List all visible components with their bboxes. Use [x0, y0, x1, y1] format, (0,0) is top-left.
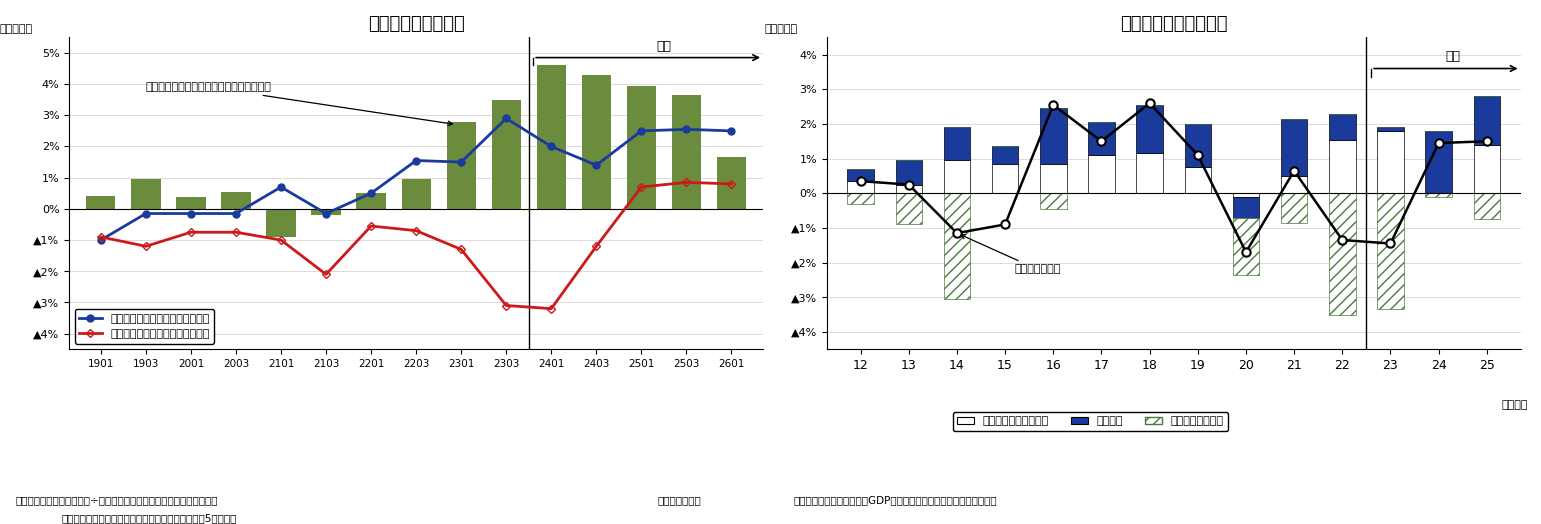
Bar [895, 160, 922, 184]
Bar [1328, 139, 1356, 193]
Bar [1185, 167, 1211, 193]
Bar [356, 193, 385, 209]
Bar [311, 209, 341, 215]
Bar [1088, 122, 1114, 155]
Bar [1378, 127, 1404, 131]
Bar [943, 193, 971, 299]
Bar [1328, 193, 1356, 314]
Bar [492, 100, 521, 209]
Bar [943, 160, 971, 193]
Text: （資料）厚生労働省「毎月勤動統計」（事業所規模5人以上）: （資料）厚生労働省「毎月勤動統計」（事業所規模5人以上） [62, 514, 237, 523]
Bar [1281, 193, 1307, 223]
Bar [176, 197, 205, 209]
Bar [992, 147, 1019, 164]
Bar [131, 179, 160, 209]
Bar [627, 85, 656, 209]
Bar [672, 95, 701, 209]
Text: 予測: 予測 [656, 40, 672, 53]
Bar [1185, 124, 1211, 167]
Text: 実質雇用者報酬: 実質雇用者報酬 [960, 235, 1062, 275]
Legend: 名目賃金上昇率（現金給与総額）, 実質賃金上昇率（現金給与総額）: 名目賃金上昇率（現金給与総額）, 実質賃金上昇率（現金給与総額） [76, 309, 214, 344]
Text: 消費者物価（持家の帰属家賃を除く総合）: 消費者物価（持家の帰属家賃を除く総合） [146, 82, 453, 126]
Bar [1136, 154, 1163, 193]
Bar [1136, 105, 1163, 154]
Bar [1233, 196, 1259, 217]
Bar [1378, 131, 1404, 193]
Text: （注）実質賃金＝名目賃金÷消費者物価（持家の帰属家賃を除く総合）: （注）実質賃金＝名目賃金÷消費者物価（持家の帰属家賃を除く総合） [15, 495, 217, 505]
Text: （前年比）: （前年比） [0, 24, 32, 34]
Bar [536, 66, 566, 209]
Title: 名目賃金と実質賃金: 名目賃金と実質賃金 [368, 15, 464, 33]
Title: 実質雇用者報酬の予測: 実質雇用者報酬の予測 [1120, 15, 1228, 33]
Bar [1040, 108, 1066, 164]
Text: （年・四半期）: （年・四半期） [658, 495, 701, 505]
Bar [1233, 193, 1259, 196]
Bar [1088, 155, 1114, 193]
Bar [1425, 131, 1452, 193]
Bar [402, 179, 431, 209]
Bar [1473, 193, 1499, 219]
Legend: 一人当たり雇用者報酬, 雇用者数, デフレーター要因: 一人当たり雇用者報酬, 雇用者数, デフレーター要因 [952, 412, 1228, 431]
Bar [1473, 145, 1499, 193]
Bar [1233, 217, 1259, 275]
Bar [447, 122, 476, 209]
Bar [581, 75, 610, 209]
Bar [1328, 114, 1356, 139]
Bar [1281, 176, 1307, 193]
Text: （前年比）: （前年比） [764, 24, 798, 34]
Bar [1378, 193, 1404, 309]
Text: （年度）: （年度） [1501, 400, 1527, 410]
Bar [1040, 193, 1066, 209]
Bar [717, 157, 746, 209]
Bar [895, 184, 922, 193]
Bar [992, 164, 1019, 193]
Text: （資料）内閣府「四半期別GDP速報」、総務省統計局「労働力調査」: （資料）内閣府「四半期別GDP速報」、総務省統計局「労働力調査」 [794, 495, 997, 505]
Bar [86, 196, 116, 209]
Bar [1281, 119, 1307, 176]
Bar [848, 181, 874, 193]
Bar [848, 193, 874, 204]
Bar [1040, 164, 1066, 193]
Bar [222, 192, 251, 209]
Bar [1425, 193, 1452, 196]
Bar [943, 127, 971, 160]
Bar [1473, 96, 1499, 145]
Bar [848, 169, 874, 181]
Bar [267, 209, 296, 237]
Bar [895, 193, 922, 224]
Text: 予測: 予測 [1445, 50, 1461, 63]
